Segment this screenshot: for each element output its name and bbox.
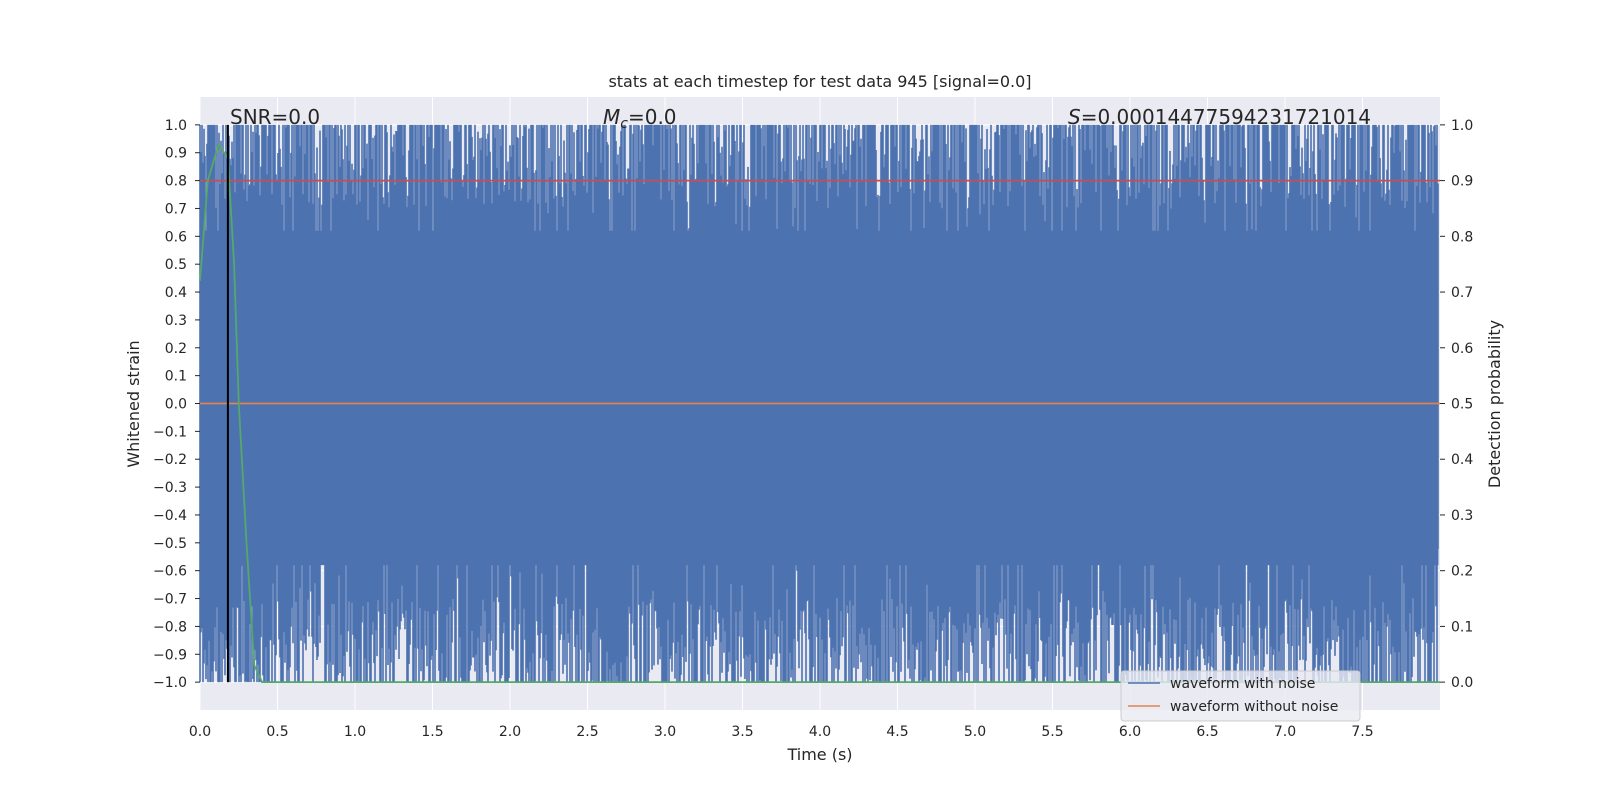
y-tick-label: 1.0 — [165, 118, 187, 134]
s-value: =0.00014477594231721014 — [1081, 105, 1371, 129]
x-tick-label: 4.5 — [886, 724, 908, 740]
x-tick-label: 2.5 — [576, 724, 598, 740]
mc-annotation: Mc=0.0 — [603, 105, 677, 132]
y-axis-ticks: 1.0 0.9 0.8 0.7 0.6 0.5 0.4 0.3 0.2 0.1 0.0 −0.1 −0.… — [153, 118, 200, 691]
y-tick-label: 0.2 — [165, 341, 187, 357]
x-tick-label: 5.0 — [964, 724, 986, 740]
mc-value: =0.0 — [628, 105, 677, 129]
x-tick-label: 4.0 — [809, 724, 831, 740]
x-tick-label: 2.0 — [499, 724, 521, 740]
series-detection-probability-line — [199, 142, 1440, 683]
y2-tick-label: 0.4 — [1451, 452, 1473, 468]
y-tick-label: −0.2 — [153, 452, 187, 468]
y-tick-label: 0.8 — [165, 174, 187, 190]
legend-label-without-noise: waveform without noise — [1170, 699, 1338, 715]
x-tick-label: 3.5 — [731, 724, 753, 740]
legend: waveform with noise waveform without noi… — [1120, 670, 1361, 722]
x-tick-label: 7.5 — [1351, 724, 1373, 740]
y2-tick-label: 0.2 — [1451, 564, 1473, 580]
series-lines — [199, 124, 1440, 683]
x-axis-ticks: 0.0 0.5 1.0 1.5 2.0 2.5 3.0 3.5 4.0 4.5 5.0 5.5 6.0 6… — [189, 724, 1374, 740]
x-tick-label: 0.5 — [266, 724, 288, 740]
legend-box — [1120, 670, 1361, 722]
x-tick-label: 5.5 — [1041, 724, 1063, 740]
legend-label-with-noise: waveform with noise — [1170, 676, 1315, 692]
y-tick-label: −1.0 — [153, 675, 187, 691]
x-tick-label: 6.5 — [1196, 724, 1218, 740]
x-tick-label: 7.0 — [1274, 724, 1296, 740]
y-tick-label: −0.4 — [153, 508, 187, 524]
series-waveform-with-noise — [199, 124, 1439, 683]
y-tick-label: −0.8 — [153, 619, 187, 635]
y-tick-label: −0.3 — [153, 480, 187, 496]
y-tick-label: 0.6 — [165, 229, 187, 245]
y2-tick-label: 0.5 — [1451, 397, 1473, 413]
y-tick-label: 0.1 — [165, 369, 187, 385]
x-tick-label: 1.5 — [421, 724, 443, 740]
y2-tick-label: 0.8 — [1451, 229, 1473, 245]
y-tick-label: 0.4 — [165, 285, 187, 301]
y-tick-label: −0.9 — [153, 647, 187, 663]
y-tick-label: 0.7 — [165, 201, 187, 217]
y2-axis-ticks: 1.0 0.9 0.8 0.7 0.6 0.5 0.4 0.3 0.2 0.1 0.0 — [1440, 118, 1473, 691]
y2-tick-label: 0.0 — [1451, 675, 1473, 691]
noise-core-band — [200, 230, 1439, 566]
y-tick-label: −0.7 — [153, 592, 187, 608]
y2-tick-label: 0.3 — [1451, 508, 1473, 524]
y-tick-label: 0.0 — [165, 397, 187, 413]
x-tick-label: 3.0 — [654, 724, 676, 740]
y2-axis-label: Detection probability — [1485, 320, 1504, 488]
s-annotation: S=0.00014477594231721014 — [1068, 105, 1371, 129]
y2-tick-label: 1.0 — [1451, 118, 1473, 134]
mc-subscript: c — [620, 116, 628, 132]
x-axis-label: Time (s) — [786, 745, 852, 764]
y-tick-label: −0.6 — [153, 564, 187, 580]
y2-tick-label: 0.6 — [1451, 341, 1473, 357]
y-tick-label: 0.3 — [165, 313, 187, 329]
chart-title: stats at each timestep for test data 945… — [608, 72, 1031, 91]
mc-symbol: M — [603, 105, 620, 129]
y-tick-label: 0.9 — [165, 146, 187, 162]
x-tick-label: 1.0 — [344, 724, 366, 740]
y2-tick-label: 0.9 — [1451, 174, 1473, 190]
s-symbol: S — [1068, 105, 1081, 129]
y2-tick-label: 0.1 — [1451, 619, 1473, 635]
y-tick-label: −0.1 — [153, 424, 187, 440]
y-tick-label: 0.5 — [165, 257, 187, 273]
y-axis-label: Whitened strain — [124, 340, 143, 467]
x-tick-label: 6.0 — [1119, 724, 1141, 740]
y2-tick-label: 0.7 — [1451, 285, 1473, 301]
y-tick-label: −0.5 — [153, 536, 187, 552]
x-tick-label: 0.0 — [189, 724, 211, 740]
snr-annotation: SNR=0.0 — [230, 105, 320, 129]
